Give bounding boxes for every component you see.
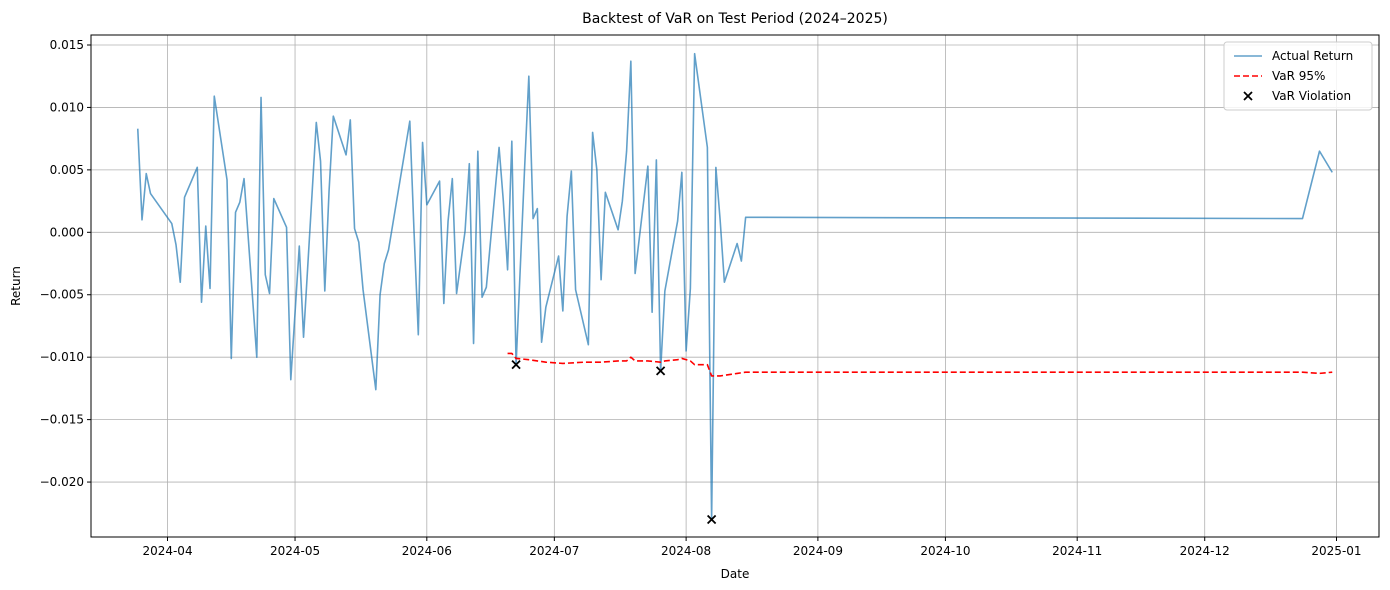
actual-return-line <box>136 52 1333 521</box>
legend-item-var-95: VaR 95% <box>1234 69 1325 83</box>
series-var-95 <box>507 352 1333 377</box>
series-var-violation <box>511 360 717 525</box>
x-tick-label: 2024-11 <box>1052 544 1102 558</box>
y-tick-label: 0.005 <box>50 163 84 177</box>
legend-item-var-violation: VaR Violation <box>1243 89 1351 103</box>
violation-marker <box>706 514 717 525</box>
y-tick-label: 0.015 <box>50 38 84 52</box>
x-tick-label: 2025-01 <box>1311 544 1361 558</box>
y-tick-label: −0.015 <box>40 413 84 427</box>
violation-marker <box>655 366 666 376</box>
y-tick-label: −0.005 <box>40 288 84 302</box>
y-axis-title: Return <box>9 266 23 306</box>
x-tick-label: 2024-12 <box>1180 544 1230 558</box>
legend: Actual Return VaR 95% VaR Violation <box>1223 41 1373 111</box>
x-tick-label: 2024-08 <box>661 544 711 558</box>
legend-item-actual-return: Actual Return <box>1234 49 1353 63</box>
series-layer <box>136 52 1333 525</box>
x-tick-label: 2024-06 <box>402 544 452 558</box>
x-tick-label: 2024-05 <box>270 544 320 558</box>
plot-frame <box>90 34 1380 538</box>
violation-marker <box>511 360 521 370</box>
grid-lines <box>91 35 1379 537</box>
series-actual-return <box>136 52 1333 521</box>
x-axis-title: Date <box>721 567 750 581</box>
x-tick-label: 2024-07 <box>529 544 579 558</box>
x-tick-label: 2024-09 <box>793 544 843 558</box>
y-axis: 0.015 0.010 0.005 0.000 −0.005 −0.010 −0.015 −0… <box>40 38 91 489</box>
y-tick-label: −0.010 <box>40 350 84 364</box>
legend-label: VaR Violation <box>1272 89 1351 103</box>
legend-label: VaR 95% <box>1272 69 1325 83</box>
y-tick-label: −0.020 <box>40 475 84 489</box>
chart-title: Backtest of VaR on Test Period (2024–202… <box>582 11 888 27</box>
legend-label: Actual Return <box>1272 49 1353 63</box>
x-tick-label: 2024-04 <box>142 544 192 558</box>
x-tick-label: 2024-10 <box>920 544 970 558</box>
y-tick-label: 0.000 <box>50 225 84 239</box>
y-tick-label: 0.010 <box>50 100 84 114</box>
var-95-line <box>507 352 1333 377</box>
legend-box <box>1223 41 1373 111</box>
x-axis: 2024-04 2024-05 2024-06 2024-07 2024-08 2024-… <box>142 537 1362 558</box>
